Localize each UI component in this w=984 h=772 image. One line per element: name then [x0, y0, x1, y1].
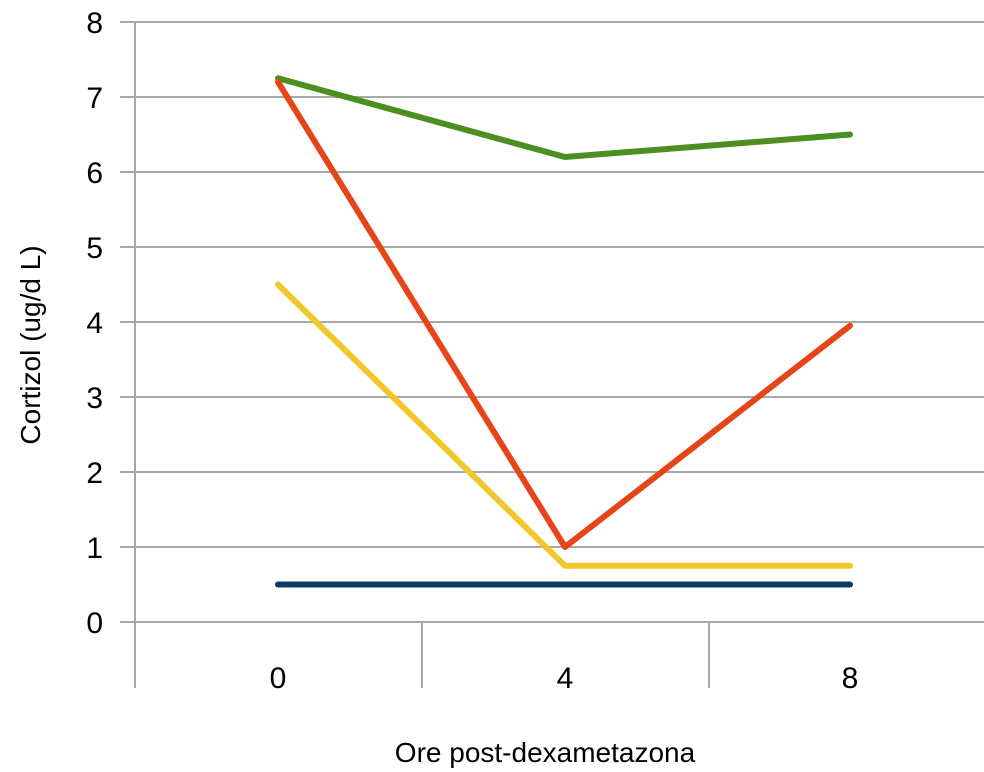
- y-axis-title: Cortizol (ug/d L): [15, 245, 46, 444]
- y-tick-label: 5: [86, 232, 103, 265]
- x-tick-label: 8: [842, 662, 859, 695]
- y-tick-label: 0: [86, 607, 103, 640]
- series-line-3: [275, 281, 853, 569]
- y-tick-label: 7: [86, 82, 103, 115]
- y-tick-label: 3: [86, 382, 103, 415]
- y-tick-label: 6: [86, 157, 103, 190]
- series-lines: [275, 75, 853, 588]
- axes: [134, 22, 710, 688]
- y-tick-label: 1: [86, 532, 103, 565]
- y-tick-label: 4: [86, 307, 103, 340]
- x-tick-label: 0: [270, 662, 287, 695]
- x-tick-labels: 0 4 8: [270, 662, 859, 695]
- y-tick-label: 2: [86, 457, 103, 490]
- gridlines: [120, 21, 984, 623]
- x-tick-label: 4: [557, 662, 574, 695]
- y-tick-label: 8: [86, 7, 103, 40]
- series-line-1: [275, 75, 853, 160]
- series-line-2: [275, 79, 853, 550]
- x-axis-title: Ore post-dexametazona: [395, 737, 696, 768]
- y-tick-labels: 0 1 2 3 4 5 6 7 8: [86, 7, 103, 640]
